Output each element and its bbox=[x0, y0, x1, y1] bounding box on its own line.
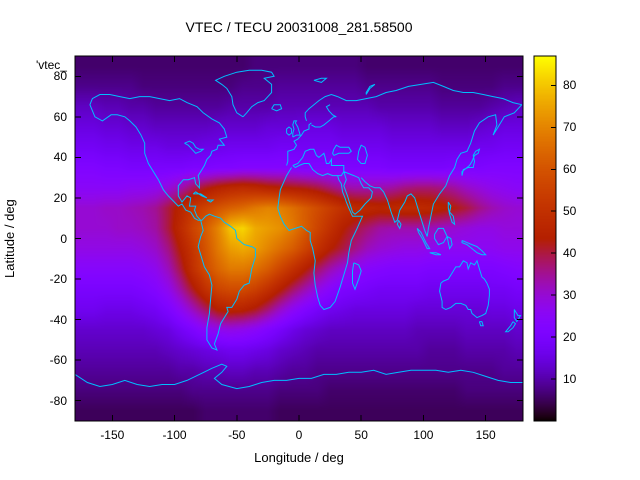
coastline-path bbox=[271, 104, 283, 112]
y-tick-label: -40 bbox=[49, 312, 67, 327]
coastline-path bbox=[426, 104, 523, 237]
coastline-path bbox=[313, 77, 328, 83]
x-tick-label: 50 bbox=[354, 428, 368, 442]
y-tick-label: 0 bbox=[60, 231, 67, 246]
coastline-overlay bbox=[75, 69, 523, 390]
heatmap-plot-area bbox=[75, 56, 523, 421]
coastline-path bbox=[184, 140, 205, 154]
coastline-path bbox=[192, 191, 208, 199]
colorbar-tick-label: 50 bbox=[563, 204, 577, 219]
coastline-path bbox=[504, 321, 517, 333]
coastline-path bbox=[447, 201, 456, 226]
colorbar-tick-label: 60 bbox=[563, 162, 577, 177]
coastline-path bbox=[396, 220, 402, 230]
coastline-path bbox=[197, 213, 256, 351]
colorbar-tick-label: 30 bbox=[563, 288, 577, 303]
coastline-path bbox=[292, 120, 301, 138]
y-tick-label: -20 bbox=[49, 272, 67, 287]
colorbar-tick-label: 40 bbox=[563, 246, 577, 261]
coastline-path bbox=[513, 309, 522, 323]
coastline-path bbox=[292, 148, 345, 177]
coastline-path bbox=[332, 144, 352, 156]
coastline-path bbox=[277, 167, 364, 311]
key-label: 'vtec_ bbox=[36, 58, 67, 72]
coastline-path bbox=[439, 259, 490, 319]
coastline-path bbox=[286, 126, 292, 136]
coastline-path bbox=[343, 171, 373, 215]
coastline-path bbox=[478, 321, 484, 327]
coastline-path bbox=[89, 94, 228, 221]
colorbar bbox=[534, 56, 556, 421]
y-tick-label: -80 bbox=[49, 393, 67, 408]
colorbar-tick-label: 70 bbox=[563, 120, 577, 135]
coastline-path bbox=[75, 363, 523, 390]
y-tick-label: 40 bbox=[53, 150, 67, 165]
coastline-path bbox=[356, 144, 368, 164]
coastline-path bbox=[461, 148, 481, 176]
coastline-path bbox=[434, 227, 448, 246]
coastline-path bbox=[214, 69, 275, 118]
y-tick-label: 80 bbox=[53, 69, 67, 84]
x-tick-label: -50 bbox=[228, 428, 246, 442]
x-axis-label: Longitude / deg bbox=[254, 450, 344, 465]
coastline-path bbox=[429, 252, 442, 256]
x-tick-label: -100 bbox=[162, 428, 187, 442]
coastline-path bbox=[446, 236, 453, 250]
coastline-path bbox=[360, 177, 428, 237]
coastline-path bbox=[311, 104, 337, 128]
x-tick-label: 150 bbox=[475, 428, 496, 442]
coastline-path bbox=[337, 81, 522, 106]
coastline-path bbox=[304, 93, 338, 122]
x-tick-label: 100 bbox=[413, 428, 434, 442]
colorbar-tick-label: 20 bbox=[563, 330, 577, 345]
colorbar-tick-label: 80 bbox=[563, 78, 577, 93]
y-tick-label: 20 bbox=[53, 190, 67, 205]
coastline-path bbox=[365, 83, 376, 95]
coastline-path bbox=[206, 199, 215, 203]
x-tick-label: -150 bbox=[100, 428, 125, 442]
coastline-path bbox=[352, 262, 362, 291]
x-tick-label: 0 bbox=[295, 428, 303, 442]
y-tick-label: -60 bbox=[49, 353, 67, 368]
coastline-path bbox=[461, 240, 487, 256]
chart-title: VTEC / TECU 20031008_281.58500 bbox=[185, 19, 413, 35]
y-axis-label: Latitude / deg bbox=[2, 199, 17, 278]
colorbar-tick-label: 10 bbox=[563, 372, 577, 387]
y-tick-label: 60 bbox=[53, 109, 67, 124]
